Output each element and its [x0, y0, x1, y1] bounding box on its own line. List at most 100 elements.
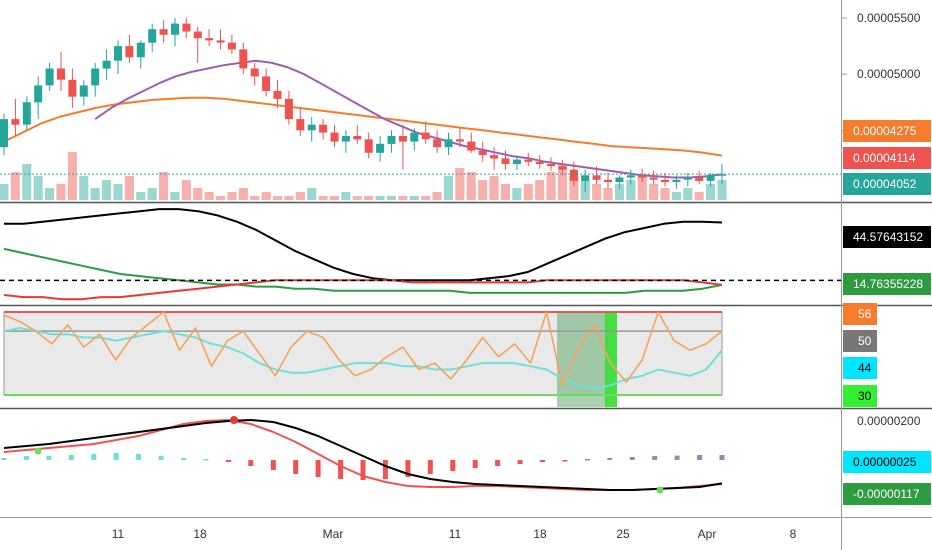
- macd-histogram-bar: [293, 460, 299, 474]
- volume-bar: [478, 180, 488, 200]
- volume-bar: [443, 176, 453, 200]
- time-tick-label: Mar: [323, 527, 344, 541]
- candle-body: [34, 85, 43, 103]
- candle-body: [398, 136, 407, 142]
- rsi-ma-line: [3, 327, 723, 390]
- macd-histogram-bar: [1, 458, 7, 460]
- macd-pane[interactable]: [1, 416, 725, 494]
- macd-histogram-bar: [629, 457, 635, 460]
- price-tag-bg: [843, 147, 931, 169]
- rsi-tag-bg: [843, 357, 877, 379]
- volume-bar: [307, 188, 317, 200]
- price-pane[interactable]: [0, 18, 841, 200]
- volume-bar: [284, 196, 294, 200]
- ma-fast-line: [94, 59, 723, 179]
- dmi-tag-text: 14.76355228: [853, 277, 923, 291]
- rsi-pane[interactable]: [3, 311, 723, 407]
- price-tag-text: 0.00004275: [853, 124, 917, 138]
- macd-tag-bg: [843, 483, 931, 505]
- volume-bar: [546, 172, 556, 200]
- macd-cross-marker: [656, 486, 664, 494]
- dmi-tag: 14.76355228: [843, 273, 931, 295]
- macd-histogram-bar: [248, 460, 254, 466]
- macd-tag-bg: [843, 451, 931, 473]
- macd-histogram-bar: [405, 460, 411, 477]
- volume-bar: [227, 192, 237, 200]
- volume-bar: [341, 192, 351, 200]
- plus-di-line: [3, 247, 723, 294]
- macd-tag-text: -0.00000117: [853, 487, 920, 501]
- volume-bar: [261, 192, 271, 200]
- dmi-tag-bg: [843, 273, 931, 295]
- macd-histogram-bar: [719, 455, 725, 460]
- macd-tag-text: 0.00000025: [853, 455, 917, 469]
- volume-bar: [352, 196, 362, 200]
- candle-body: [68, 79, 77, 97]
- volume-bar: [466, 172, 476, 200]
- volume-bar: [614, 184, 624, 200]
- volume-bar: [204, 192, 214, 200]
- rsi-tag-bg: [843, 385, 877, 407]
- price-axis[interactable]: 0.000055000.000050000.000045000.00000200…: [841, 11, 931, 505]
- rsi-tag-bg: [843, 330, 877, 352]
- candle-body: [501, 158, 510, 164]
- macd-histogram-bar: [495, 460, 501, 466]
- volume-bar: [375, 196, 385, 200]
- volume-bar: [421, 196, 431, 200]
- candle-body: [421, 132, 430, 140]
- volume-bar: [90, 188, 100, 200]
- candle-body: [136, 42, 145, 58]
- candle-body: [512, 159, 521, 165]
- candle-body: [547, 164, 556, 167]
- volume-bar: [535, 180, 545, 200]
- volume-bar: [113, 184, 123, 200]
- volume-bar: [523, 184, 533, 200]
- candle-body: [649, 177, 658, 180]
- macd-histogram-bar: [382, 460, 388, 479]
- time-axis[interactable]: 11 18 Mar 11 18 25 Apr 8: [112, 527, 797, 541]
- candle-body: [581, 175, 590, 181]
- price-tag-text: 0.00004052: [853, 177, 917, 191]
- volume-bar: [398, 196, 408, 200]
- candle-body: [284, 98, 293, 120]
- macd-cross-marker: [230, 416, 238, 424]
- price-tag-text: 0.00004114: [853, 151, 916, 165]
- rsi-signal-zone: [605, 312, 617, 407]
- candle-body: [0, 119, 8, 148]
- time-tick-label: Apr: [698, 527, 717, 541]
- volume-bar: [102, 180, 112, 200]
- price-tick-label: 0.00005000: [857, 67, 921, 81]
- macd-tag: 0.00000025: [843, 451, 931, 473]
- rsi-tag: 56: [843, 303, 877, 325]
- volume-bar: [0, 184, 9, 200]
- candle-body: [296, 119, 305, 131]
- volume-bar: [159, 172, 169, 200]
- volume-bar: [10, 172, 20, 200]
- macd-histogram-bar: [450, 460, 456, 471]
- macd-histogram-bar: [472, 460, 478, 468]
- volume-bar: [557, 164, 567, 200]
- price-tag: 0.00004052: [843, 173, 931, 195]
- volume-bar: [33, 176, 43, 200]
- rsi-tag: 44: [843, 357, 877, 379]
- macd-histogram-bar: [360, 460, 366, 480]
- candle-body: [319, 124, 328, 133]
- volume-bar: [694, 192, 704, 200]
- candle-body: [159, 29, 168, 35]
- rsi-tag-text: 44: [858, 361, 872, 375]
- macd-tick-label: 0.00000200: [857, 414, 921, 428]
- macd-histogram-bar: [427, 460, 433, 474]
- candle-body: [376, 143, 385, 153]
- candle-body: [683, 177, 692, 180]
- volume-bar: [717, 180, 727, 200]
- candle-body: [604, 179, 612, 182]
- candle-body: [535, 161, 544, 164]
- candle-body: [273, 91, 282, 99]
- volume-bar: [386, 196, 396, 200]
- candle-body: [239, 49, 248, 69]
- candle-body: [45, 68, 54, 86]
- dmi-pane[interactable]: [0, 208, 841, 301]
- volume-bar: [569, 176, 579, 200]
- macd-histogram-bar: [674, 455, 680, 460]
- volume-bar: [216, 196, 226, 200]
